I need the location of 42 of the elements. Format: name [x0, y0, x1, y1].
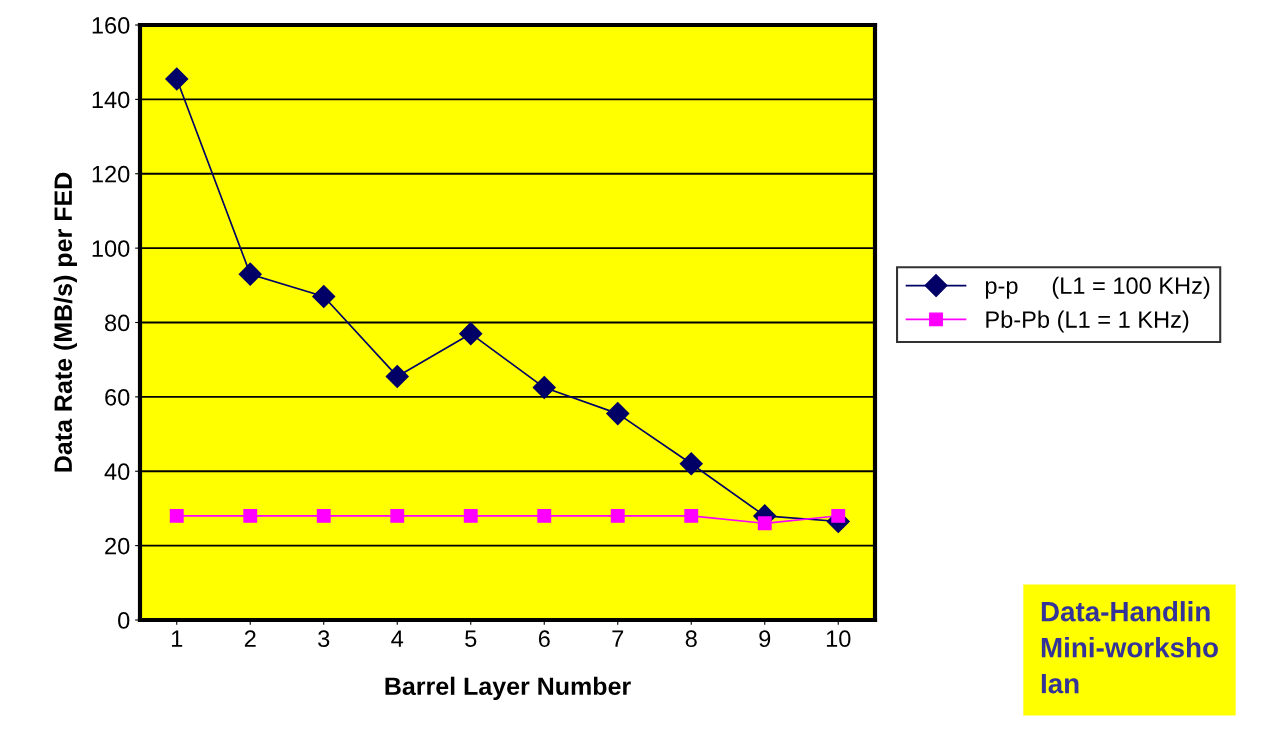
text: Data-Handlin Mini-worksho Ian	[1041, 601, 1218, 694]
legend-label: Pb-Pb (L1 = 1 KHz)	[986, 310, 1189, 333]
point	[459, 322, 483, 346]
point	[169, 508, 184, 523]
point	[316, 508, 331, 523]
point	[165, 67, 189, 91]
point	[312, 284, 336, 308]
y-tick-label: 80	[105, 314, 130, 332]
point	[385, 364, 409, 388]
legend-label: p-p (L1 = 100 KHz)	[985, 276, 1210, 299]
point	[243, 508, 258, 523]
x-tick-label: 3	[318, 630, 330, 648]
point	[390, 508, 405, 523]
y-tick-label: 140	[92, 91, 130, 109]
x-axis-title: Barrel Layer Number	[385, 676, 631, 701]
x-tick-label: 4	[391, 630, 404, 647]
x-tick-label: 8	[685, 630, 697, 648]
y-tick-label: 40	[104, 463, 130, 481]
point	[831, 508, 846, 523]
point	[537, 508, 552, 523]
point	[238, 262, 262, 286]
point	[463, 508, 478, 523]
y-tick-label: 0	[118, 612, 130, 629]
x-tick-label: 5	[465, 630, 477, 648]
point	[684, 508, 699, 523]
point	[606, 402, 630, 426]
x-tick-label: 9	[759, 630, 771, 648]
y-tick-label: 20	[105, 537, 130, 555]
x-tick-label: 7	[612, 630, 624, 647]
y-tick-label: 60	[105, 388, 130, 406]
point	[610, 508, 625, 523]
x-tick-label: 1	[171, 630, 183, 647]
point	[757, 516, 772, 531]
point	[679, 452, 703, 476]
x-tick-label: 10	[826, 630, 851, 648]
x-tick-label: 2	[244, 630, 256, 647]
point	[532, 376, 556, 400]
y-tick-label: 160	[92, 17, 130, 34]
y-axis-title: Data Rate (MB/s) per FED	[53, 172, 77, 472]
y-tick-label: 120	[92, 165, 130, 183]
x-tick-label: 6	[538, 630, 550, 648]
y-tick-label: 100	[92, 240, 130, 257]
